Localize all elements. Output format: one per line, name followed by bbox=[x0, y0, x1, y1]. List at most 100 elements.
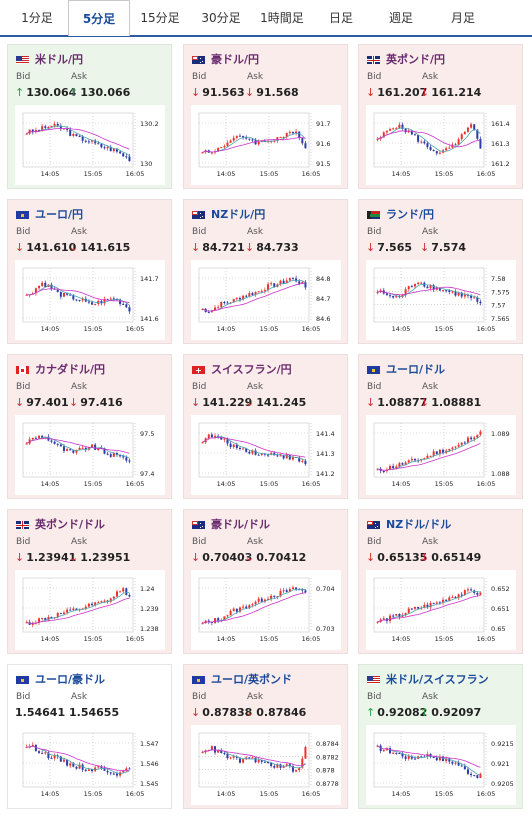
chart-panel[interactable]: 0.704 0.703 14:05 15:05 16:05 bbox=[191, 570, 341, 650]
rate-card[interactable]: 米ドル/円 Bid Ask ↑ 130.064 ↑ 130.066 130.2 130 14:05… bbox=[7, 44, 172, 189]
y-tick-label: 130 bbox=[140, 160, 152, 168]
candle-body bbox=[125, 768, 128, 771]
tab-4[interactable]: 30分足 bbox=[201, 11, 241, 25]
pair-name: 英ポンド/円 bbox=[386, 53, 446, 66]
tab-7[interactable]: 週足 bbox=[388, 11, 413, 25]
candle-body bbox=[245, 757, 248, 760]
candle-body bbox=[426, 604, 429, 608]
timeframe-tabs: 1分足 5分足 15分足 30分足 1時間足 日足 週足 月足 bbox=[0, 0, 532, 37]
rate-card[interactable]: 英ポンド/円 Bid Ask ↓ 161.207 ↓ 161.214 161.4 161.3 16… bbox=[358, 44, 523, 189]
candlestick-chart: 1.24 1.239 1.238 14:05 15:05 16:05 bbox=[22, 577, 159, 643]
y-tick-label: 7.565 bbox=[491, 315, 510, 323]
chart-panel[interactable]: 84.8 84.7 84.6 14:05 15:05 16:05 bbox=[191, 260, 341, 340]
candle-body bbox=[395, 296, 398, 298]
candle-body bbox=[226, 302, 229, 304]
chart-panel[interactable]: 1.547 1.546 1.545 14:05 15:05 16:05 bbox=[15, 725, 165, 805]
candle-body bbox=[473, 124, 476, 130]
pair-title[interactable]: 豪ドル/ドル bbox=[192, 516, 270, 531]
chart-panel[interactable]: 161.4 161.3 161.2 14:05 15:05 16:05 bbox=[366, 105, 516, 185]
rate-card[interactable]: ランド/円 Bid Ask ↓ 7.565 ↓ 7.574 7.58 7.575 7.57 7.56… bbox=[358, 199, 523, 344]
tab-1[interactable]: 1分足 bbox=[21, 11, 53, 25]
pair-title[interactable]: 米ドル/円 bbox=[16, 51, 83, 66]
rate-card[interactable]: NZドル/ドル Bid Ask ↓ 0.65135 ↓ 0.65149 0.652 0.651 0… bbox=[358, 509, 523, 654]
tab-8[interactable]: 月足 bbox=[450, 11, 475, 25]
rate-card[interactable]: ユーロ/英ポンド Bid Ask ↓ 0.87838 ↓ 0.87846 0.8784 0.87… bbox=[183, 664, 348, 809]
chart-panel[interactable]: 141.7 141.6 14:05 15:05 16:05 bbox=[15, 260, 165, 340]
chart-panel[interactable]: 97.5 97.4 14:05 15:05 16:05 bbox=[15, 415, 165, 495]
candle-body bbox=[112, 596, 115, 599]
rate-card[interactable]: 豪ドル/ドル Bid Ask ↓ 0.70403 ↓ 0.70412 0.704 0.703 14… bbox=[183, 509, 348, 654]
pair-title[interactable]: ユーロ/円 bbox=[16, 206, 83, 221]
candle-body bbox=[301, 460, 304, 462]
bid-value: ↓ 7.565 bbox=[366, 241, 412, 254]
chart-panel[interactable]: 1.24 1.239 1.238 14:05 15:05 16:05 bbox=[15, 570, 165, 650]
candle-body bbox=[242, 759, 245, 763]
ma-long-line bbox=[26, 437, 130, 454]
tab-3[interactable]: 15分足 bbox=[140, 11, 180, 25]
chart-panel[interactable]: 91.7 91.6 91.5 14:05 15:05 16:05 bbox=[191, 105, 341, 185]
candle-body bbox=[401, 753, 404, 757]
candle-body bbox=[263, 453, 266, 455]
candle-body bbox=[385, 618, 388, 622]
rate-card[interactable]: ユーロ/円 Bid Ask ↓ 141.610 ↓ 141.615 141.7 141.6 14:… bbox=[7, 199, 172, 344]
tab-2[interactable]: 5分足 bbox=[68, 0, 130, 36]
pair-title[interactable]: ユーロ/豪ドル bbox=[16, 671, 105, 686]
rate-card[interactable]: NZドル/円 Bid Ask ↓ 84.721 ↓ 84.733 84.8 84.7 84.6 14… bbox=[183, 199, 348, 344]
candle-body bbox=[106, 453, 109, 455]
candle-body bbox=[75, 608, 78, 611]
candle-body bbox=[407, 608, 410, 614]
candle-body bbox=[100, 143, 103, 148]
candle-body bbox=[432, 451, 435, 456]
tab-6[interactable]: 日足 bbox=[328, 11, 353, 25]
ask-label: Ask bbox=[422, 692, 439, 702]
pair-title[interactable]: ランド/円 bbox=[367, 206, 435, 221]
rate-card[interactable]: ユーロ/豪ドル Bid Ask 1.54641 1.54655 1.547 1.546 1.5… bbox=[7, 664, 172, 809]
candlestick-chart: 130.2 130 14:05 15:05 16:05 bbox=[22, 112, 159, 178]
candle-body bbox=[260, 453, 263, 455]
pair-title[interactable]: NZドル/円 bbox=[192, 206, 265, 221]
plot-area bbox=[373, 732, 485, 788]
candlestick-chart: 0.8784 0.8782 0.878 0.8778 14:05 15:05 16:05 bbox=[198, 732, 339, 798]
rate-card[interactable]: スイスフラン/円 Bid Ask ↓ 141.229 ↓ 141.245 141.4 141.3… bbox=[183, 354, 348, 499]
rate-card[interactable]: カナダドル/円 Bid Ask ↓ 97.401 ↓ 97.416 97.5 97.4 14:05… bbox=[7, 354, 172, 499]
bid-price: 0.92082 bbox=[377, 706, 428, 719]
ma-long-line bbox=[26, 597, 130, 625]
rate-card[interactable]: ユーロ/ドル Bid Ask ↓ 1.08877 ↓ 1.08881 1.089 1.088 14… bbox=[358, 354, 523, 499]
rate-card[interactable]: 豪ドル/円 Bid Ask ↓ 91.563 ↓ 91.568 91.7 91.6 91.5 14:… bbox=[183, 44, 348, 189]
candle-body bbox=[245, 137, 248, 139]
pair-title[interactable]: スイスフラン/円 bbox=[192, 361, 292, 376]
x-tick-label: 14:05 bbox=[392, 325, 411, 333]
candle-body bbox=[69, 129, 72, 136]
chart-panel[interactable]: 130.2 130 14:05 15:05 16:05 bbox=[15, 105, 165, 185]
bid-price: 1.08877 bbox=[377, 396, 428, 409]
rate-card[interactable]: 英ポンド/ドル Bid Ask ↓ 1.23941 ↓ 1.23951 1.24 1.239 1.… bbox=[7, 509, 172, 654]
pair-title[interactable]: 豪ドル/円 bbox=[192, 51, 259, 66]
candle-body bbox=[417, 135, 420, 142]
chart-panel[interactable]: 1.089 1.088 14:05 15:05 16:05 bbox=[366, 415, 516, 495]
chart-panel[interactable]: 141.4 141.3 141.2 14:05 15:05 16:05 bbox=[191, 415, 341, 495]
ask-value: ↓ 84.733 bbox=[245, 241, 299, 254]
pair-title[interactable]: カナダドル/円 bbox=[16, 361, 105, 376]
candle-body bbox=[128, 460, 131, 462]
y-tick-label: 97.4 bbox=[140, 470, 154, 478]
pair-title[interactable]: ユーロ/ドル bbox=[367, 361, 445, 376]
candle-body bbox=[34, 744, 37, 752]
candle-body bbox=[476, 129, 479, 139]
candle-body bbox=[404, 756, 407, 759]
chart-panel[interactable]: 0.9215 0.921 0.9205 14:05 15:05 16:05 bbox=[366, 725, 516, 805]
pair-title[interactable]: 英ポンド/ドル bbox=[16, 516, 105, 531]
candle-body bbox=[50, 125, 53, 127]
pair-title[interactable]: ユーロ/英ポンド bbox=[192, 671, 292, 686]
pair-title[interactable]: 米ドル/スイスフラン bbox=[367, 671, 489, 686]
rate-card[interactable]: 米ドル/スイスフラン Bid Ask ↑ 0.92082 ↑ 0.92097 0.9215 0.… bbox=[358, 664, 523, 809]
candle-body bbox=[479, 301, 482, 304]
chart-panel[interactable]: 0.8784 0.8782 0.878 0.8778 14:05 15:05 16:05 bbox=[191, 725, 341, 805]
chart-panel[interactable]: 7.58 7.575 7.57 7.565 14:05 15:05 16:05 bbox=[366, 260, 516, 340]
candle-body bbox=[242, 606, 245, 608]
candle-body bbox=[395, 752, 398, 754]
pair-title[interactable]: NZドル/ドル bbox=[367, 516, 451, 531]
pair-name: ランド/円 bbox=[386, 208, 435, 221]
chart-panel[interactable]: 0.652 0.651 0.65 14:05 15:05 16:05 bbox=[366, 570, 516, 650]
tab-5[interactable]: 1時間足 bbox=[260, 11, 304, 25]
pair-title[interactable]: 英ポンド/円 bbox=[367, 51, 446, 66]
